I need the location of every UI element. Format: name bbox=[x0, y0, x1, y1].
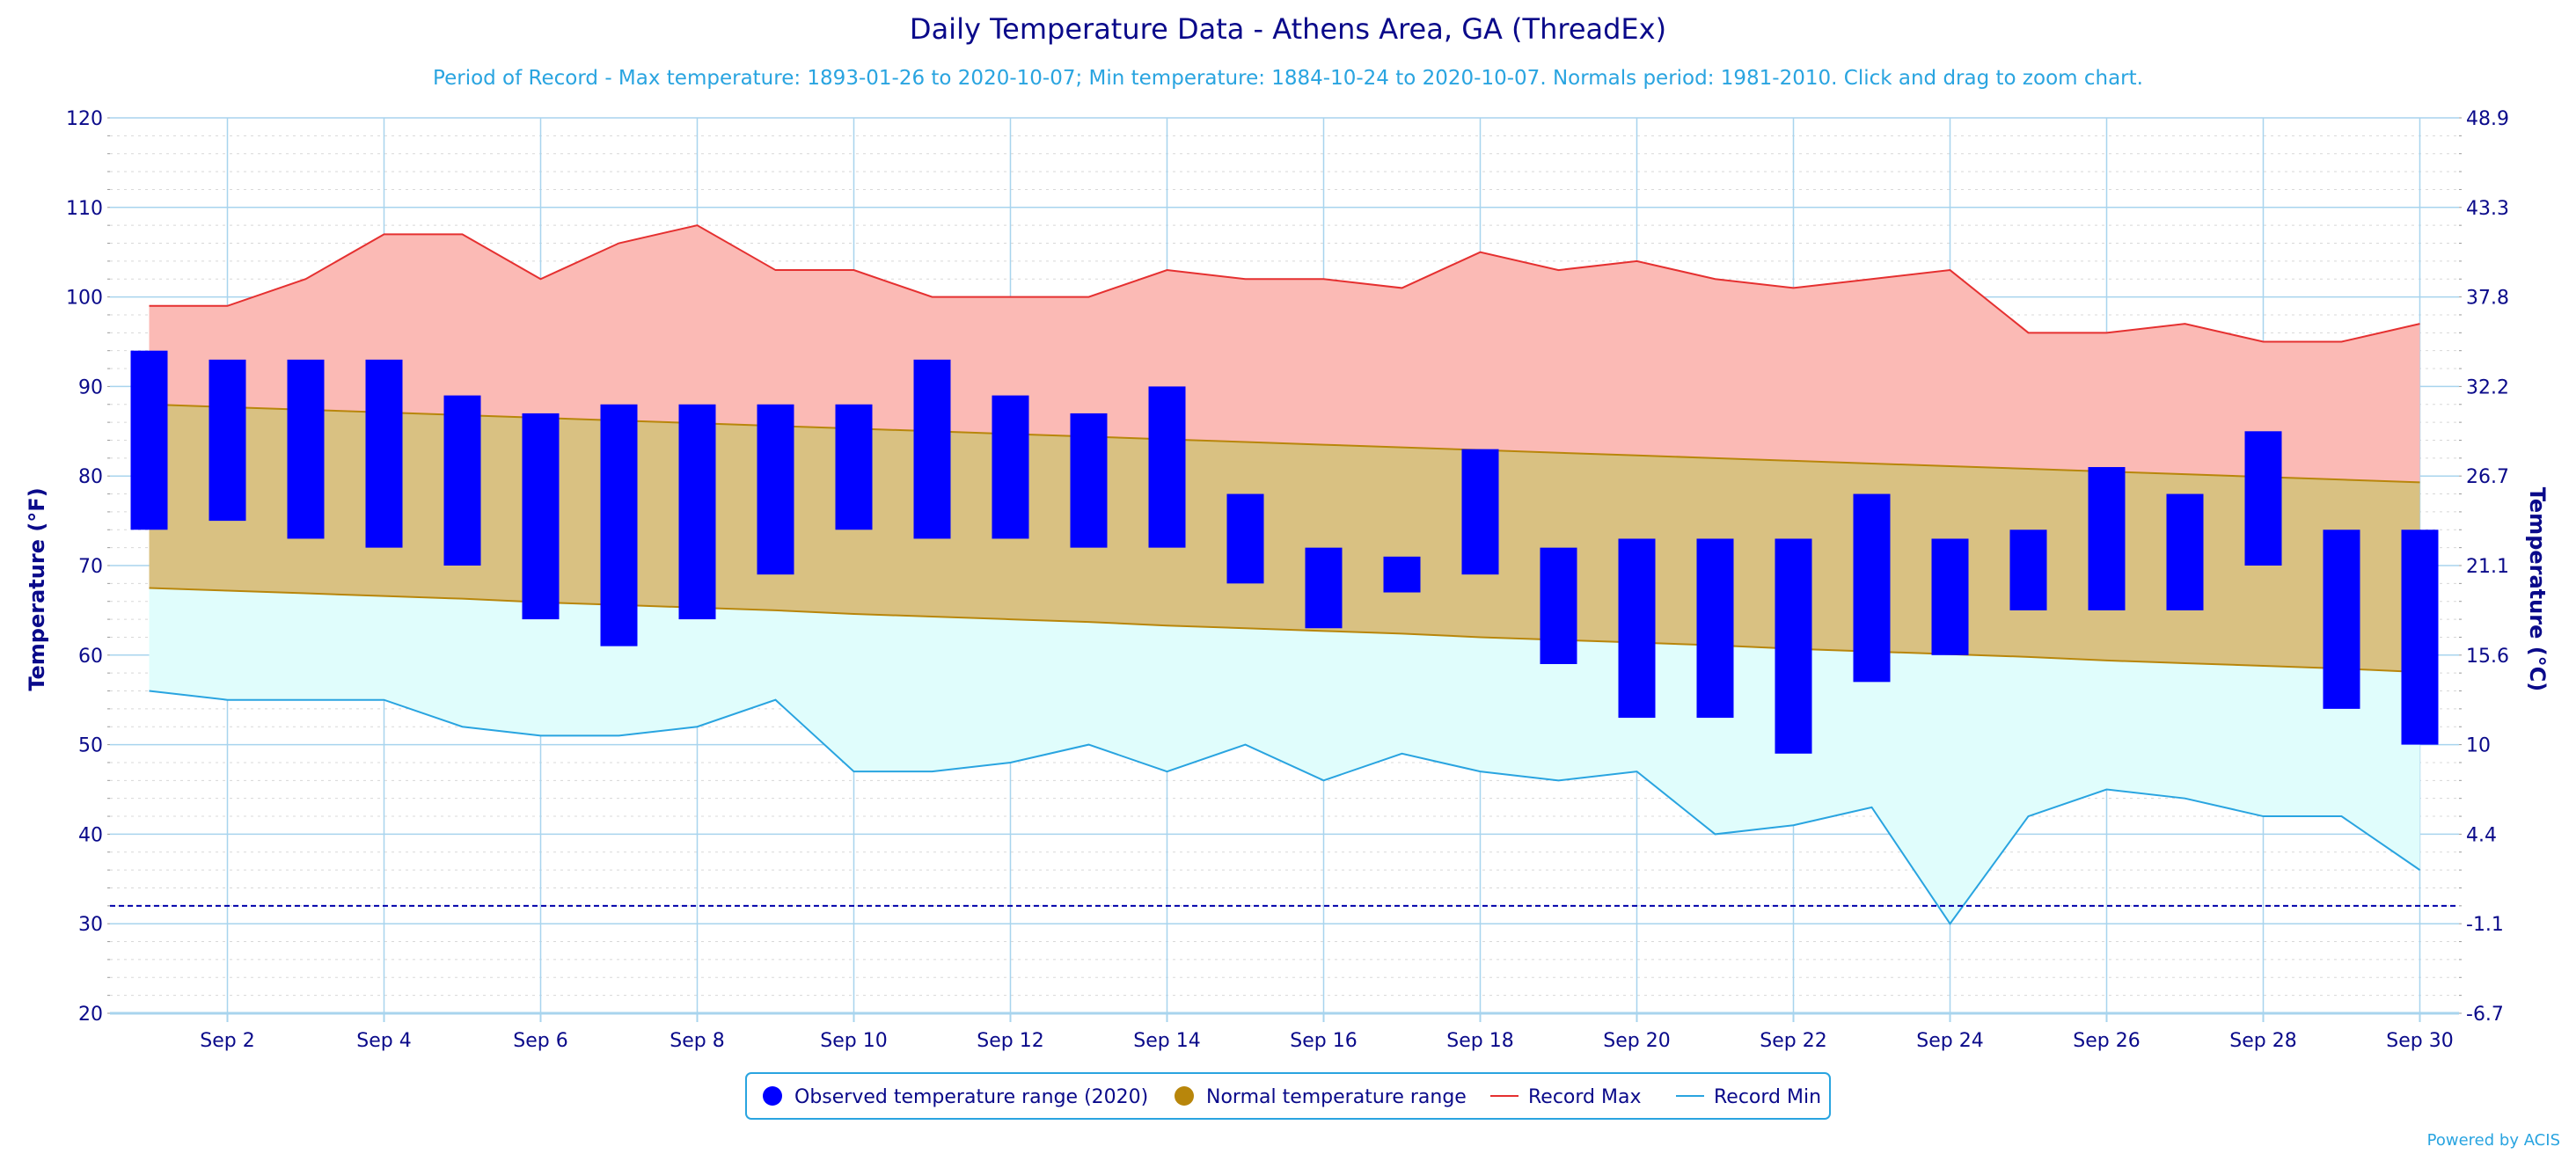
observed-bars[interactable] bbox=[130, 350, 2439, 754]
record-low-band bbox=[149, 588, 2420, 924]
x-tick-label: Sep 30 bbox=[2386, 1030, 2453, 1052]
legend-label-record-min: Record Min bbox=[1714, 1086, 1821, 1108]
observed-bar[interactable] bbox=[287, 359, 325, 539]
observed-bar[interactable] bbox=[1461, 449, 1499, 575]
legend-label-normal: Normal temperature range bbox=[1206, 1086, 1467, 1108]
legend-box bbox=[745, 1072, 1831, 1120]
y-tick-label: 110 bbox=[66, 198, 103, 220]
observed-bar[interactable] bbox=[1070, 413, 1108, 548]
observed-bar[interactable] bbox=[1931, 538, 1969, 655]
legend-dot-normal-icon bbox=[1175, 1086, 1194, 1106]
legend[interactable]: Observed temperature range (2020) Normal… bbox=[745, 1072, 1831, 1120]
x-tick-label: Sep 12 bbox=[977, 1030, 1043, 1052]
axes-layer: 20 30 40 50 60 70 80 90 100 110 120 -6.7 -1.1 4.4 10 15… bbox=[66, 108, 2509, 1052]
observed-bar[interactable] bbox=[130, 350, 168, 530]
legend-label-record-max: Record Max bbox=[1528, 1086, 1642, 1108]
x-tick-label: Sep 2 bbox=[200, 1030, 254, 1052]
x-tick-label: Sep 18 bbox=[1446, 1030, 1513, 1052]
observed-bar[interactable] bbox=[678, 404, 716, 620]
observed-bar[interactable] bbox=[1618, 538, 1656, 719]
legend-item-record-min[interactable]: Record Min bbox=[1676, 1086, 1821, 1108]
legend-item-observed[interactable]: Observed temperature range (2020) bbox=[763, 1086, 1148, 1108]
y2-tick-label: 4.4 bbox=[2466, 824, 2497, 846]
y-tick-label: 40 bbox=[78, 824, 103, 846]
observed-bar[interactable] bbox=[365, 359, 403, 548]
y2-tick-label: 32.2 bbox=[2466, 376, 2509, 398]
x-tick-label: Sep 20 bbox=[1603, 1030, 1670, 1052]
y2-tick-label: 48.9 bbox=[2466, 108, 2509, 130]
observed-bar[interactable] bbox=[1696, 538, 1734, 719]
x-tick-label: Sep 16 bbox=[1290, 1030, 1357, 1052]
legend-label-observed: Observed temperature range (2020) bbox=[794, 1086, 1148, 1108]
observed-bar[interactable] bbox=[992, 395, 1029, 539]
observed-bar[interactable] bbox=[522, 413, 560, 620]
y-tick-label: 90 bbox=[78, 376, 103, 398]
y-axis-title: Temperature (°F) bbox=[25, 487, 49, 690]
y-tick-label: 120 bbox=[66, 108, 103, 130]
observed-bar[interactable] bbox=[600, 404, 638, 646]
y-tick-label: 80 bbox=[78, 466, 103, 488]
observed-bar[interactable] bbox=[835, 404, 873, 530]
y-tick-label: 30 bbox=[78, 914, 103, 936]
observed-bar[interactable] bbox=[1148, 386, 1186, 548]
observed-bar[interactable] bbox=[2401, 530, 2439, 745]
y-tick-label: 50 bbox=[78, 735, 103, 757]
observed-bar[interactable] bbox=[443, 395, 481, 566]
y2-tick-label: 10 bbox=[2466, 735, 2491, 757]
x-tick-label: Sep 24 bbox=[1916, 1030, 1983, 1052]
credit-link[interactable]: Powered by ACIS bbox=[2427, 1131, 2560, 1150]
x-tick-label: Sep 26 bbox=[2073, 1030, 2140, 1052]
observed-bar[interactable] bbox=[2323, 530, 2360, 709]
observed-bar[interactable] bbox=[1540, 547, 1577, 664]
y2-tick-label: 15.6 bbox=[2466, 646, 2509, 668]
y2-tick-label: 43.3 bbox=[2466, 198, 2509, 220]
bands-layer bbox=[149, 225, 2420, 924]
normal-range-band[interactable] bbox=[149, 404, 2420, 673]
observed-bar[interactable] bbox=[913, 359, 951, 539]
chart-subtitle: Period of Record - Max temperature: 1893… bbox=[433, 67, 2143, 90]
record-high-band bbox=[149, 225, 2420, 483]
y2-tick-label: -6.7 bbox=[2466, 1004, 2504, 1026]
x-tick-label: Sep 22 bbox=[1760, 1030, 1826, 1052]
observed-bar[interactable] bbox=[2088, 467, 2126, 610]
legend-item-record-max[interactable]: Record Max bbox=[1490, 1086, 1642, 1108]
observed-bar[interactable] bbox=[2166, 493, 2204, 610]
observed-bar[interactable] bbox=[1226, 493, 1264, 584]
observed-bar[interactable] bbox=[1775, 538, 1812, 754]
y-tick-label: 60 bbox=[78, 646, 103, 668]
observed-bar[interactable] bbox=[2244, 431, 2282, 566]
x-tick-label: Sep 10 bbox=[820, 1030, 887, 1052]
y2-tick-label: 21.1 bbox=[2466, 556, 2509, 578]
y2-axis-title: Temperature (°C) bbox=[2525, 487, 2550, 692]
x-tick-label: Sep 8 bbox=[670, 1030, 724, 1052]
legend-item-normal[interactable]: Normal temperature range bbox=[1175, 1086, 1467, 1108]
y-tick-label: 100 bbox=[66, 288, 103, 310]
observed-bar[interactable] bbox=[209, 359, 246, 522]
y2-tick-label: 26.7 bbox=[2466, 466, 2509, 488]
observed-bar[interactable] bbox=[1383, 556, 1421, 593]
x-tick-label: Sep 6 bbox=[513, 1030, 567, 1052]
observed-bar[interactable] bbox=[2009, 530, 2047, 610]
chart-title: Daily Temperature Data - Athens Area, GA… bbox=[910, 12, 1666, 46]
x-tick-label: Sep 4 bbox=[356, 1030, 411, 1052]
y-tick-label: 70 bbox=[78, 556, 103, 578]
record-max-line[interactable] bbox=[149, 224, 2420, 343]
y-tick-label: 20 bbox=[78, 1004, 103, 1026]
x-tick-label: Sep 28 bbox=[2229, 1030, 2296, 1052]
y2-tick-label: -1.1 bbox=[2466, 914, 2504, 936]
observed-bar[interactable] bbox=[1853, 493, 1891, 683]
observed-bar[interactable] bbox=[1305, 547, 1343, 629]
record-min-line[interactable] bbox=[149, 690, 2421, 925]
x-tick-label: Sep 14 bbox=[1133, 1030, 1200, 1052]
observed-bar[interactable] bbox=[757, 404, 794, 575]
y2-tick-label: 37.8 bbox=[2466, 288, 2509, 310]
legend-dot-observed-icon bbox=[763, 1086, 782, 1106]
